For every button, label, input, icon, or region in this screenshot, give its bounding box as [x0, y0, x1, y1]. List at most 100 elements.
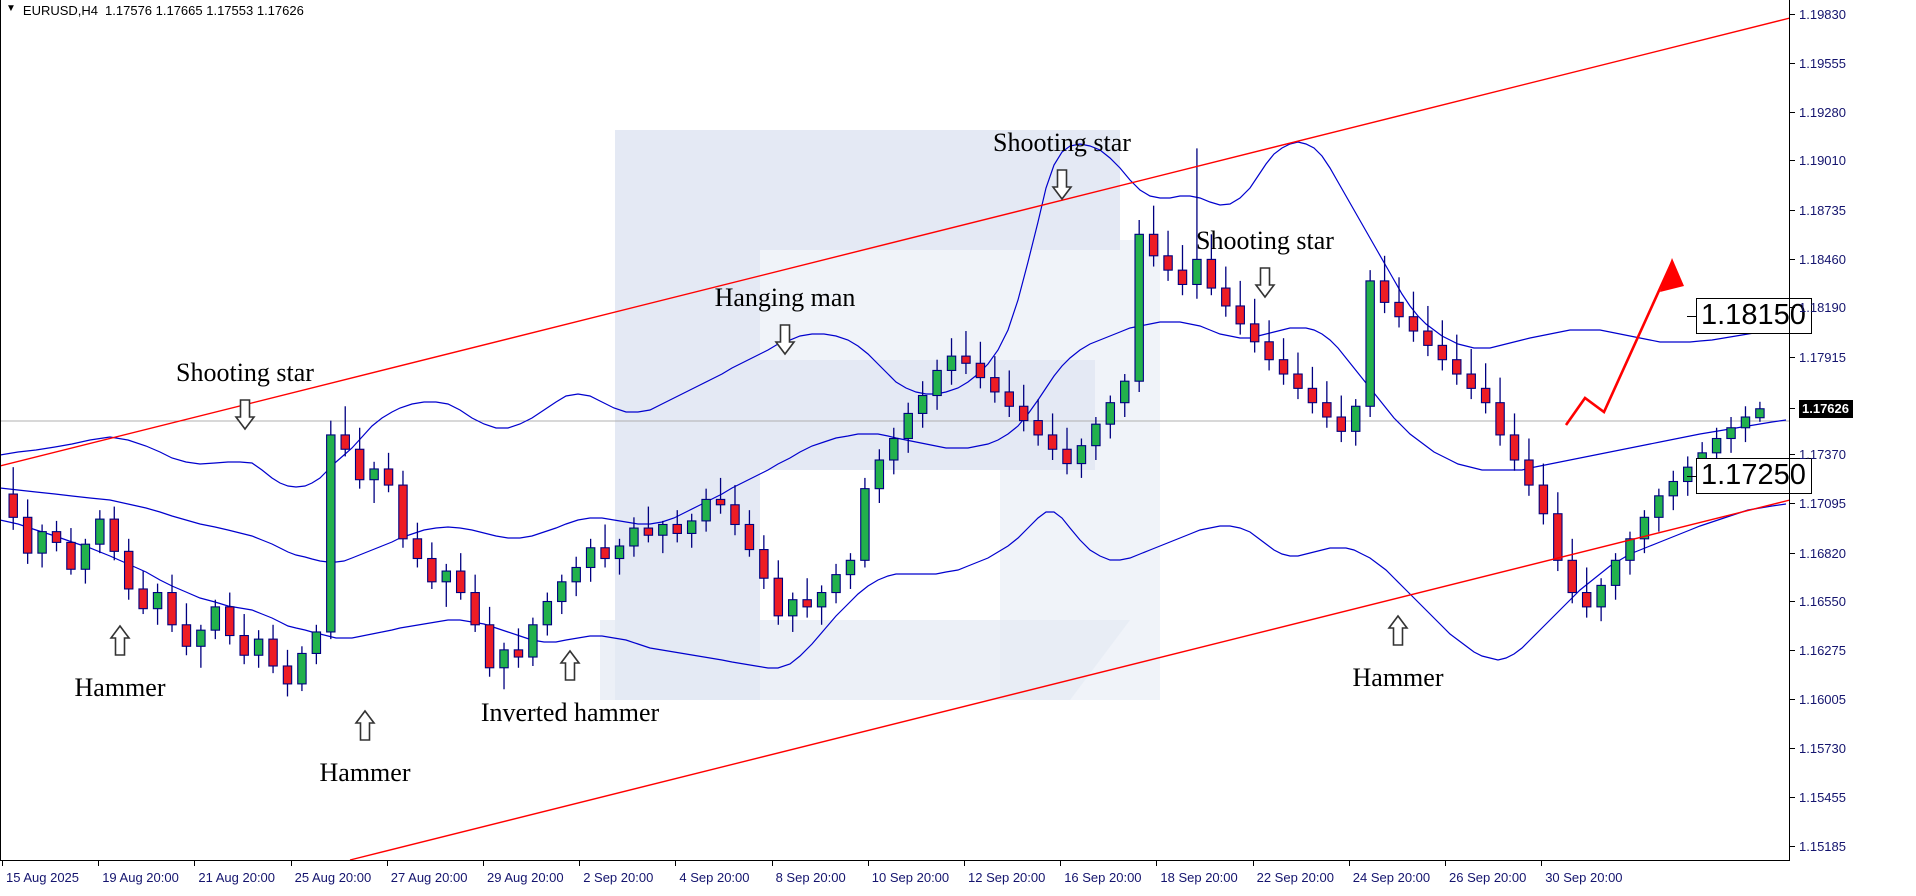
price-axis-tick: 1.19555: [1790, 55, 1916, 71]
arrow-down-icon: [234, 399, 256, 431]
candle: [354, 427, 365, 489]
tick-mark: [675, 861, 677, 866]
candle: [1379, 255, 1390, 314]
candle: [1625, 531, 1635, 575]
arrow-up-icon: [559, 649, 581, 681]
bollinger-middle-band: [0, 321, 1787, 563]
candle: [629, 517, 639, 557]
pattern-label-hammer-3: Hammer: [1352, 663, 1444, 692]
candle: [1134, 219, 1144, 392]
candle: [1350, 399, 1361, 446]
candle: [311, 624, 322, 665]
candle: [1249, 298, 1260, 353]
candle: [917, 381, 928, 428]
pattern-label-shooting-star-1: Shooting star: [176, 358, 314, 387]
pattern-label-inverted-hammer: Inverted hammer: [480, 698, 660, 727]
trendline-upper[interactable]: [0, 17, 1791, 467]
price-level-target-upper: 1.18150: [1687, 298, 1812, 335]
price-value: 1.15185: [1799, 838, 1846, 854]
price-axis-tick: 1.18190: [1790, 300, 1916, 316]
candle: [225, 592, 235, 645]
candle: [326, 420, 336, 640]
candle: [686, 513, 697, 548]
candle: [455, 553, 466, 600]
time-label: 4 Sep 20:00: [679, 870, 750, 885]
symbol-timeframe-label: EURUSD,H4: [22, 2, 99, 18]
candle: [1278, 338, 1289, 385]
tick-mark: [771, 861, 773, 866]
time-label: 21 Aug 20:00: [198, 870, 276, 885]
candle: [759, 535, 769, 589]
candle: [1235, 280, 1245, 335]
candle: [181, 603, 192, 656]
tick-mark: [1790, 698, 1795, 700]
plot-border-left: [0, 0, 1, 861]
candle: [1423, 305, 1433, 357]
time-axis-tick: 8 Sep 20:00: [771, 861, 846, 885]
candle: [123, 538, 134, 600]
candle: [1120, 374, 1130, 418]
price-value: 1.18190: [1799, 300, 1846, 316]
price-value: 1.16550: [1799, 594, 1846, 609]
price-axis-tick: 1.15455: [1790, 790, 1916, 806]
tick-mark: [1445, 861, 1446, 866]
tick-mark: [1790, 503, 1795, 505]
candle: [282, 649, 293, 697]
candle: [196, 624, 206, 668]
time-axis[interactable]: 15 Aug 2025 19 Aug 20:00 21 Aug 20:00 25 Au…: [0, 861, 1790, 896]
price-axis-tick: 1.19280: [1790, 105, 1916, 121]
candle: [715, 477, 726, 514]
candle: [369, 461, 379, 503]
quote-bar: ▼ EURUSD,H4 1.17576 1.17665 1.17553 1.17…: [0, 0, 304, 20]
time-axis-tick: 22 Sep 20:00: [1252, 861, 1334, 885]
chevron-down-icon[interactable]: ▼: [6, 3, 16, 14]
candle: [268, 624, 278, 674]
plot-border-right: [1789, 0, 1790, 861]
candle: [1495, 377, 1505, 446]
candle: [167, 574, 177, 632]
candle: [109, 506, 120, 561]
candle: [701, 488, 711, 532]
candle: [1740, 406, 1751, 443]
candle: [874, 449, 885, 503]
price-axis[interactable]: 1.19830 1.19555 1.19280 1.19010 1.18735 1.184…: [1790, 0, 1916, 896]
price-value: 1.19830: [1799, 6, 1846, 22]
candle: [80, 538, 91, 584]
trendline-lower[interactable]: [349, 499, 1791, 861]
candlestick-series[interactable]: [0, 0, 1790, 860]
price-value: 1.18460: [1799, 251, 1846, 267]
tick-mark: [1156, 861, 1158, 866]
broker-watermark: [600, 130, 1160, 700]
candle: [1307, 366, 1318, 414]
price-axis-tick: 1.16275: [1790, 643, 1916, 659]
candle: [975, 341, 986, 389]
candle: [787, 592, 798, 632]
candle: [253, 630, 264, 668]
candle: [932, 359, 942, 410]
time-axis-tick: 30 Sep 20:00: [1541, 861, 1623, 885]
candle: [1567, 538, 1577, 604]
candle: [1336, 395, 1347, 443]
price-axis-tick: 1.16005: [1790, 691, 1916, 707]
time-label: 24 Sep 20:00: [1352, 870, 1431, 885]
candle: [1177, 245, 1188, 296]
trendline-layer[interactable]: [0, 0, 1791, 861]
candle: [831, 563, 841, 604]
time-label: 10 Sep 20:00: [871, 870, 950, 885]
time-label: 2 Sep 20:00: [583, 870, 654, 885]
time-label: 18 Sep 20:00: [1160, 870, 1238, 885]
candle: [470, 574, 480, 632]
tick-mark: [1790, 552, 1795, 554]
bollinger-lower-band: [0, 503, 1787, 669]
time-label: 12 Sep 20:00: [968, 870, 1046, 885]
tick-mark: [2, 861, 3, 866]
bollinger-upper-band: [0, 141, 1787, 488]
candle: [528, 617, 538, 666]
arrow-up-icon: [109, 624, 131, 656]
tick-mark: [1790, 408, 1795, 410]
candle: [8, 467, 18, 530]
candle: [427, 542, 437, 589]
candle: [441, 563, 452, 607]
plot-area[interactable]: [0, 0, 1791, 861]
pattern-label-hammer-1: Hammer: [74, 673, 166, 702]
